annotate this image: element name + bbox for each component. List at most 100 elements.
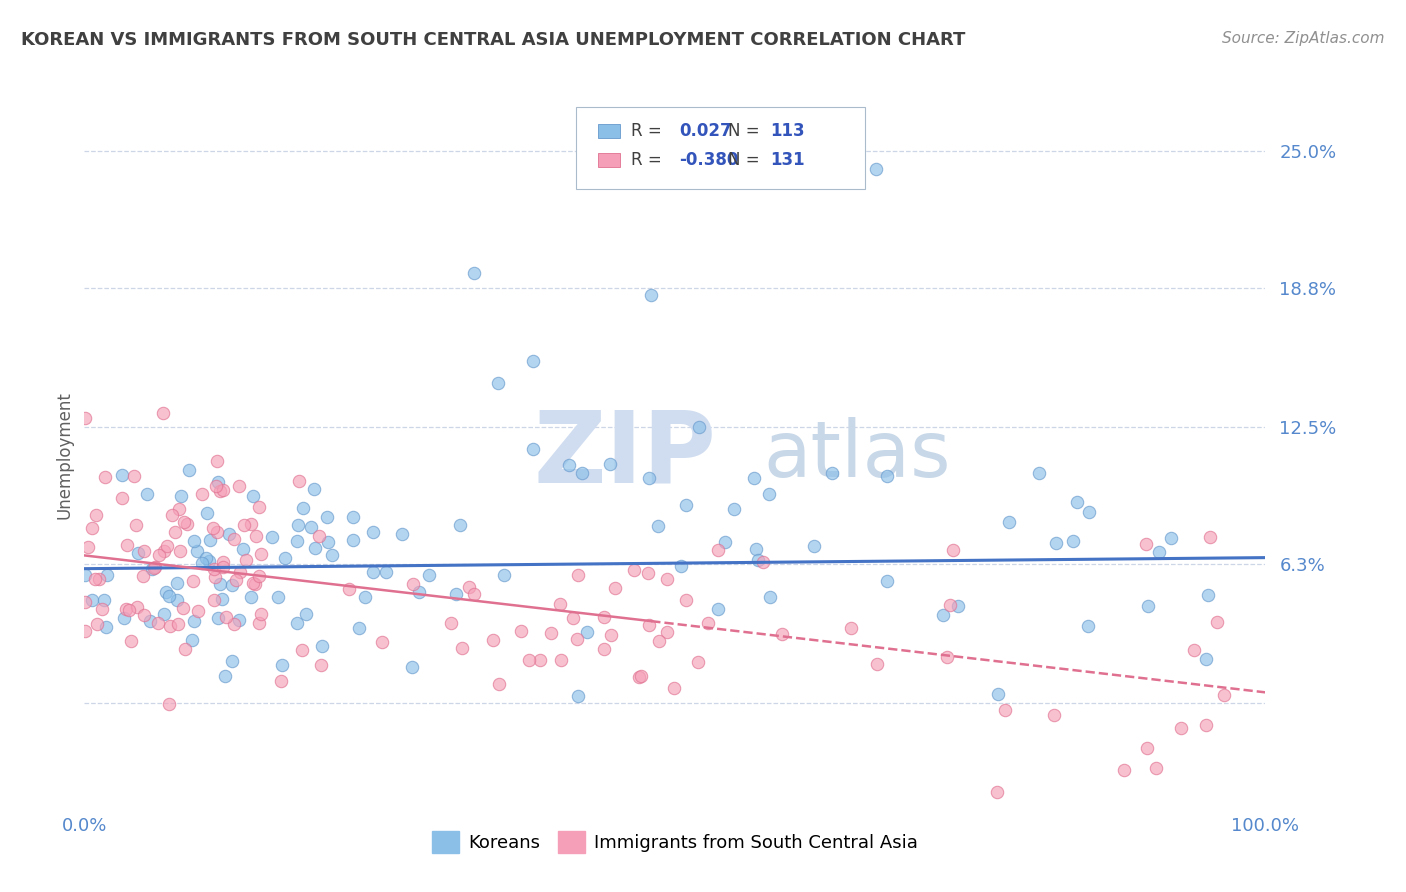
Point: [125, 600, 148, 615]
Point: [242, 576, 264, 591]
Point: [198, 554, 221, 568]
Point: [865, 161, 887, 176]
Point: [1077, 619, 1099, 633]
Text: N =: N =: [728, 122, 765, 140]
Point: [94, 620, 117, 634]
Point: [488, 677, 510, 691]
Point: [191, 486, 214, 500]
Point: [169, 543, 191, 558]
Point: [80, 593, 103, 607]
Point: [122, 468, 145, 483]
Point: [304, 482, 326, 496]
Point: [1195, 652, 1218, 666]
Point: [229, 566, 252, 580]
Text: R =: R =: [631, 151, 668, 169]
Point: [90, 602, 112, 616]
Point: [637, 566, 659, 580]
Point: [1062, 533, 1084, 548]
Point: [308, 528, 330, 542]
Point: [688, 420, 710, 434]
Point: [183, 533, 205, 548]
Point: [205, 478, 228, 492]
Point: [1045, 536, 1067, 550]
Point: [77, 540, 100, 554]
Point: [449, 517, 471, 532]
Point: [117, 538, 139, 552]
Text: ZIP: ZIP: [533, 407, 716, 503]
Point: [458, 580, 481, 594]
Point: [172, 600, 194, 615]
Point: [157, 698, 180, 712]
Point: [696, 615, 718, 630]
Point: [759, 590, 782, 604]
Point: [948, 599, 970, 613]
Point: [540, 626, 562, 640]
Point: [163, 525, 186, 540]
Point: [402, 576, 425, 591]
Point: [195, 506, 218, 520]
Point: [758, 486, 780, 500]
Point: [1212, 688, 1234, 702]
Point: [316, 534, 339, 549]
Point: [1135, 537, 1157, 551]
Point: [342, 533, 364, 547]
Point: [195, 550, 218, 565]
Point: [522, 442, 544, 457]
Point: [567, 568, 589, 582]
Point: [73, 411, 96, 425]
Point: [1197, 588, 1219, 602]
Point: [221, 654, 243, 668]
Point: [124, 517, 146, 532]
Point: [1077, 505, 1099, 519]
Point: [600, 628, 623, 642]
Point: [1160, 531, 1182, 545]
Text: -0.380: -0.380: [679, 151, 738, 169]
Point: [562, 611, 585, 625]
Point: [93, 593, 115, 607]
Point: [141, 562, 163, 576]
Point: [337, 582, 360, 597]
Point: [669, 558, 692, 573]
Point: [222, 532, 245, 546]
Point: [225, 573, 247, 587]
Point: [292, 500, 315, 515]
Point: [839, 621, 862, 635]
Point: [770, 627, 793, 641]
Point: [304, 541, 326, 556]
Point: [181, 574, 204, 589]
Point: [361, 565, 384, 579]
Point: [87, 572, 110, 586]
Point: [706, 543, 728, 558]
Point: [1028, 466, 1050, 480]
Point: [75, 594, 97, 608]
Text: atlas: atlas: [763, 417, 950, 493]
Point: [1205, 615, 1227, 629]
Point: [167, 502, 190, 516]
Point: [510, 624, 533, 638]
Point: [173, 515, 195, 529]
Text: KOREAN VS IMMIGRANTS FROM SOUTH CENTRAL ASIA UNEMPLOYMENT CORRELATION CHART: KOREAN VS IMMIGRANTS FROM SOUTH CENTRAL …: [21, 31, 966, 49]
Point: [84, 572, 107, 586]
Point: [662, 681, 685, 696]
Point: [349, 621, 371, 635]
Point: [115, 601, 138, 615]
Point: [571, 466, 593, 480]
Point: [628, 670, 651, 684]
Point: [166, 593, 188, 607]
Point: [742, 471, 765, 485]
Point: [187, 604, 209, 618]
Point: [214, 669, 236, 683]
Point: [247, 616, 270, 631]
Point: [747, 553, 769, 567]
Point: [647, 518, 669, 533]
Point: [152, 607, 174, 621]
Point: [706, 602, 728, 616]
Point: [143, 560, 166, 574]
Point: [548, 597, 571, 611]
Point: [250, 547, 273, 561]
Point: [565, 632, 588, 646]
Point: [876, 469, 898, 483]
Point: [494, 568, 516, 582]
Point: [866, 657, 889, 672]
Point: [752, 555, 775, 569]
